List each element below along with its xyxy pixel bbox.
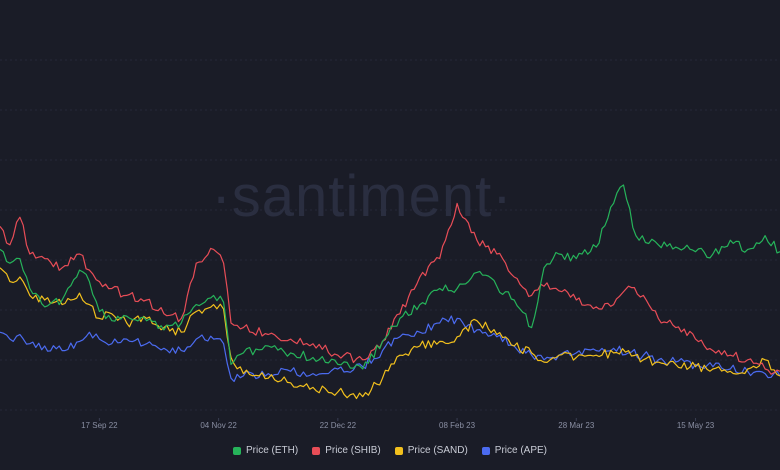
grid [0, 59, 780, 411]
legend-item-ape[interactable]: Price (APE) [481, 445, 548, 456]
legend-swatch-shib [312, 446, 321, 455]
series-line-ape[interactable] [0, 315, 780, 383]
legend-label-ape: Price (APE) [494, 445, 548, 456]
x-tick-label: 04 Nov 22 [200, 421, 237, 430]
x-tick-label: 08 Feb 23 [439, 421, 476, 430]
x-tick-label: 15 May 23 [677, 421, 715, 430]
legend-swatch-ape [481, 446, 490, 455]
x-axis: 17 Sep 22 04 Nov 22 22 Dec 22 08 Feb 23 28 M… [81, 418, 715, 430]
legend-swatch-eth [232, 446, 241, 455]
series-lines [0, 184, 780, 400]
x-tick-label: 22 Dec 22 [320, 421, 357, 430]
series-line-shib[interactable] [0, 202, 780, 375]
x-tick-label: 28 Mar 23 [558, 421, 595, 430]
legend-label-sand: Price (SAND) [407, 445, 468, 456]
chart-legend: Price (ETH) Price (SHIB) Price (SAND) Pr… [0, 445, 780, 456]
legend-swatch-sand [394, 446, 403, 455]
series-line-sand[interactable] [0, 267, 780, 400]
legend-label-eth: Price (ETH) [245, 445, 299, 456]
legend-item-sand[interactable]: Price (SAND) [394, 445, 468, 456]
legend-item-shib[interactable]: Price (SHIB) [312, 445, 381, 456]
santiment-watermark: ·santiment· [211, 164, 512, 229]
legend-label-shib: Price (SHIB) [325, 445, 381, 456]
legend-item-eth[interactable]: Price (ETH) [232, 445, 299, 456]
x-tick-label: 17 Sep 22 [81, 421, 118, 430]
series-line-eth[interactable] [0, 184, 780, 370]
